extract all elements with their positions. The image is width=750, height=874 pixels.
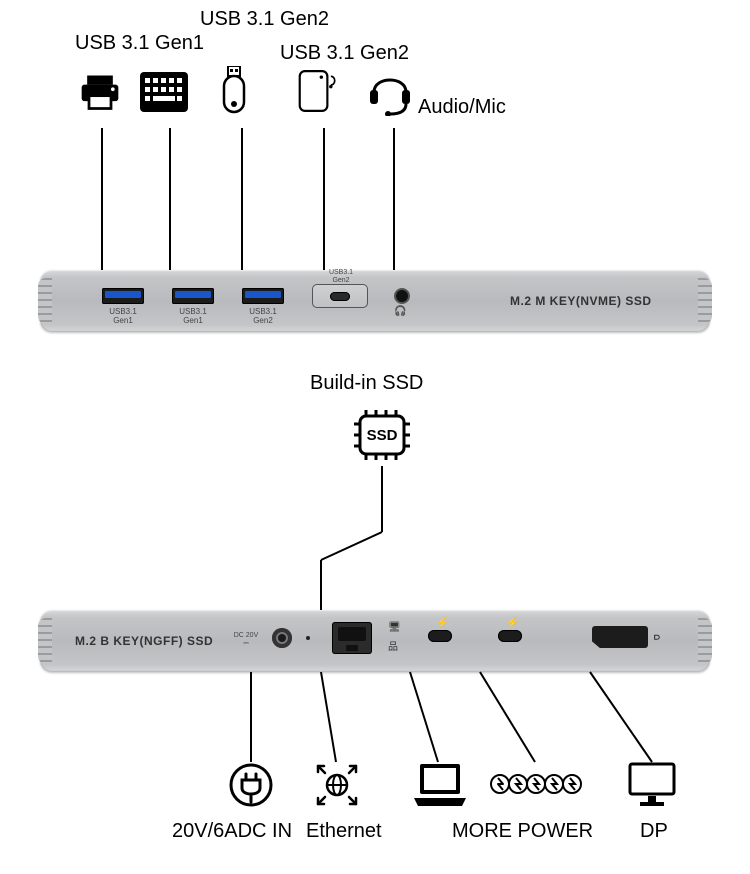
connector-line — [169, 128, 171, 270]
laptop-icon — [412, 760, 468, 810]
usb-a-port-3 — [242, 288, 284, 304]
dock-device-front: USB3.1Gen1 USB3.1Gen1 USB3.1Gen2 USB3.1G… — [40, 270, 710, 332]
connector-line — [101, 128, 103, 270]
port-sublabel: USB3.1Gen2 — [316, 269, 366, 284]
label-usb31-gen2-b: USB 3.1 Gen2 — [280, 42, 409, 65]
label-more-power: MORE POWER — [452, 820, 593, 843]
connector-line — [323, 128, 325, 270]
monitor-icon — [628, 762, 676, 808]
usb-a-port-2 — [172, 288, 214, 304]
ethernet-port — [332, 622, 372, 654]
dock-device-rear: M.2 B KEY(NGFF) SSD DC 20V⎓ 🖥 品 ⚡ ⚡ ⫐ — [40, 610, 710, 672]
ssd-label-front: M.2 M KEY(NVME) SSD — [510, 294, 652, 308]
port-sublabel: USB3.1Gen1 — [168, 308, 218, 326]
thunderbolt-icon: ⚡ — [506, 616, 520, 629]
label-build-in-ssd: Build-in SSD — [310, 372, 423, 395]
ethernet-globe-icon — [312, 760, 362, 810]
plug-circle-icon — [228, 762, 274, 808]
dc-power-jack — [272, 628, 292, 648]
dc-sublabel: DC 20V⎓ — [226, 632, 266, 647]
usb-c-port-1 — [428, 630, 452, 642]
usb-stick-icon — [220, 66, 248, 116]
usb-c-port-framed: USB3.1Gen2 — [312, 284, 368, 308]
displayport — [592, 626, 648, 648]
external-drive-icon — [298, 66, 336, 116]
connector-line — [241, 128, 243, 270]
svg-text:SSD: SSD — [367, 427, 398, 444]
thunderbolt-icon: ⚡ — [436, 616, 450, 629]
keyboard-icon — [140, 72, 188, 112]
displayport-symbol-icon: ⫐ — [654, 632, 660, 643]
port-sublabel: USB3.1Gen1 — [98, 308, 148, 326]
usb-c-port-2 — [498, 630, 522, 642]
ssd-chip-icon: SSD — [352, 408, 412, 462]
ssd-label-rear: M.2 B KEY(NGFF) SSD — [75, 634, 213, 648]
laptop-glyph-icon: 🖥 — [388, 622, 401, 633]
audio-jack — [396, 290, 408, 302]
connector-line — [393, 128, 395, 270]
usb-a-port-1 — [102, 288, 144, 304]
label-audio-mic: Audio/Mic — [418, 96, 506, 119]
power-coils-icon — [490, 770, 582, 798]
label-dp: DP — [640, 820, 668, 843]
label-usb31-gen2-a: USB 3.1 Gen2 — [200, 8, 329, 31]
port-sublabel: USB3.1Gen2 — [238, 308, 288, 326]
label-usb31-gen1: USB 3.1 Gen1 — [75, 32, 204, 55]
headphone-glyph-icon: 🎧 — [394, 306, 406, 317]
printer-icon — [78, 70, 122, 114]
reset-pinhole — [306, 636, 310, 640]
label-ethernet: Ethernet — [306, 820, 382, 843]
usb-c-slot — [330, 292, 350, 301]
headset-icon — [368, 68, 412, 116]
label-dc-in: 20V/6ADC IN — [172, 820, 292, 843]
network-glyph-icon: 品 — [388, 638, 398, 653]
